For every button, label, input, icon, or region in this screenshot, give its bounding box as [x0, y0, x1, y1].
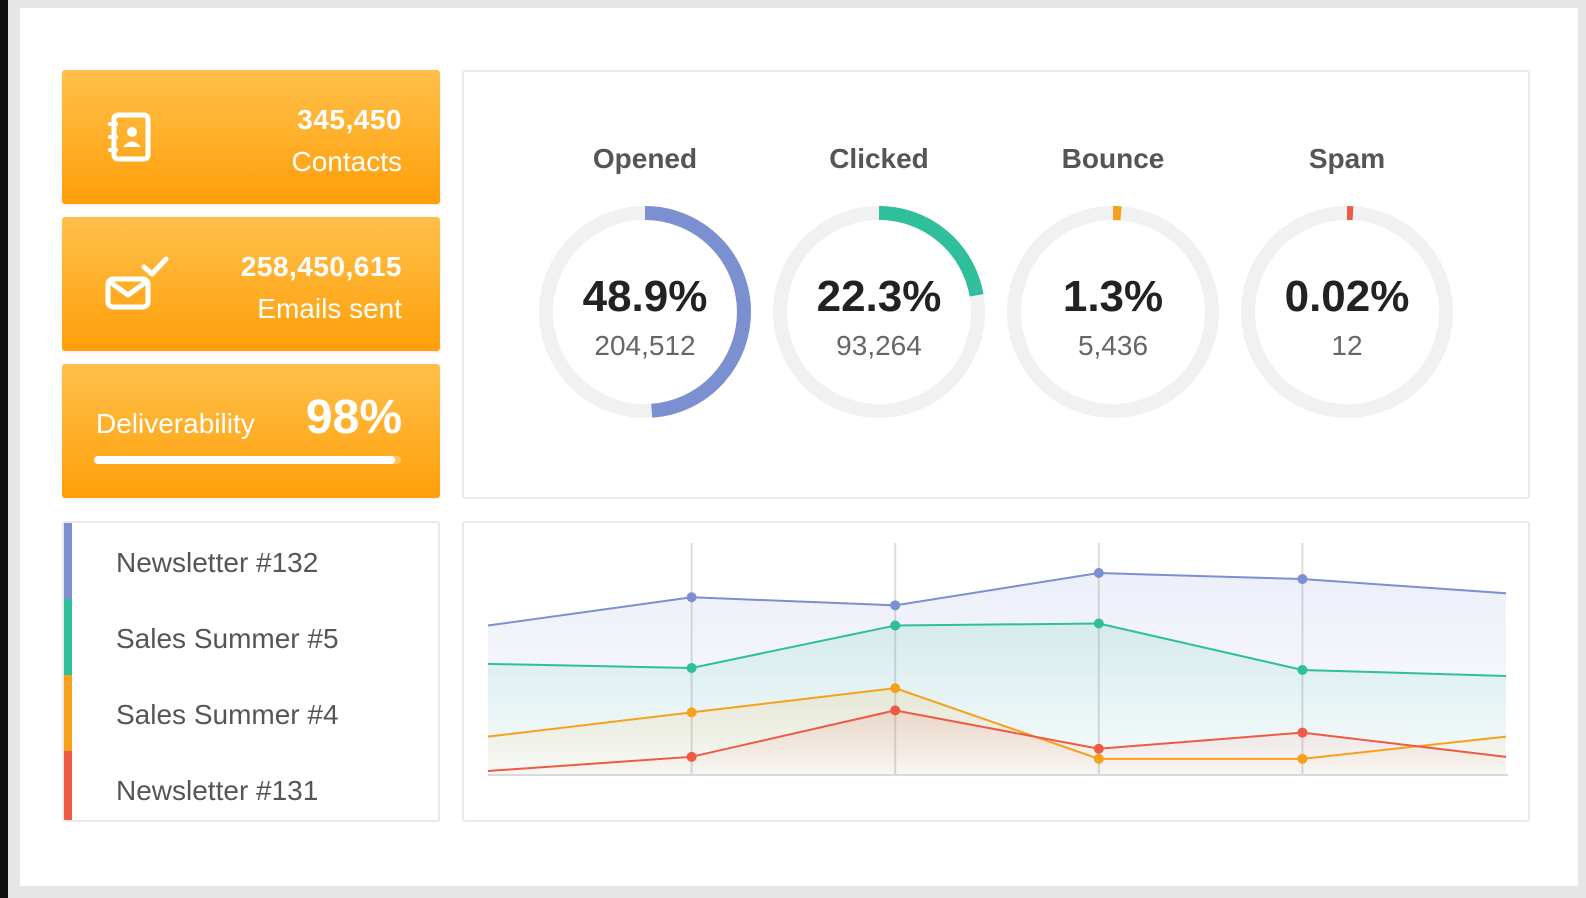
- gauge-title: Clicked: [829, 143, 929, 174]
- contacts-label: Contacts: [291, 146, 403, 177]
- contacts-count: 345,450: [297, 104, 402, 135]
- email-metrics-panel: [462, 70, 1530, 499]
- campaign-list-item[interactable]: Sales Summer #5: [64, 599, 438, 675]
- campaign-name: Sales Summer #4: [116, 699, 339, 730]
- data-point[interactable]: [1093, 618, 1104, 629]
- contacts-card[interactable]: 345,450 Contacts: [62, 70, 440, 204]
- address-book-icon: [108, 112, 151, 162]
- gauge-count: 93,264: [836, 330, 922, 361]
- gauge-ring: [1241, 206, 1453, 418]
- series-line-3: [487, 709, 1507, 772]
- data-point[interactable]: [686, 592, 697, 603]
- campaign-color-bar: [64, 523, 72, 599]
- data-point[interactable]: [686, 707, 697, 718]
- mail-sent-check-icon: [105, 256, 169, 310]
- gauge-spam[interactable]: Spam 0.02% 12: [1237, 142, 1457, 432]
- data-point[interactable]: [1093, 568, 1104, 578]
- gauge-title: Spam: [1308, 143, 1386, 174]
- deliverability-card[interactable]: Deliverability 98%: [62, 364, 440, 498]
- data-point[interactable]: [686, 751, 697, 762]
- gauge-arc: [773, 206, 985, 418]
- series-line-0: [487, 571, 1507, 627]
- data-point[interactable]: [1093, 743, 1104, 754]
- gauge-ring: [539, 206, 751, 418]
- campaign-area-chart[interactable]: [464, 523, 1528, 820]
- gauge-count: 204,512: [594, 330, 696, 361]
- data-point[interactable]: [1093, 753, 1104, 764]
- gauge-ring: [1007, 206, 1219, 418]
- emails-sent-card[interactable]: 258,450,615 Emails sent: [62, 217, 440, 351]
- gauge-clicked[interactable]: Clicked 22.3% 93,264: [769, 142, 989, 432]
- campaign-color-bar: [64, 675, 72, 751]
- gauge-percent: 22.3%: [816, 272, 942, 321]
- campaign-list-item[interactable]: Sales Summer #4: [64, 675, 438, 751]
- gauge-bounce[interactable]: Bounce 1.3% 5,436: [1003, 142, 1223, 432]
- campaign-name: Sales Summer #5: [116, 623, 339, 654]
- gauge-count: 5,436: [1077, 330, 1149, 361]
- campaign-color-bar: [64, 599, 72, 675]
- data-point[interactable]: [1297, 753, 1308, 764]
- emails-sent-label: Emails sent: [257, 293, 402, 324]
- campaign-name: Newsletter #131: [116, 775, 319, 806]
- data-point[interactable]: [1297, 664, 1308, 675]
- gauge-percent: 1.3%: [1062, 272, 1164, 321]
- data-point[interactable]: [686, 662, 697, 673]
- campaign-legend-panel: Newsletter #132 Sales Summer #5 Sales Summ…: [62, 521, 440, 822]
- data-point[interactable]: [1297, 574, 1308, 585]
- deliverability-label: Deliverability: [96, 408, 255, 439]
- series-line-2: [487, 687, 1507, 760]
- deliverability-progress-fill: [94, 456, 395, 464]
- data-point[interactable]: [890, 620, 901, 631]
- gauge-title: Bounce: [1061, 143, 1165, 174]
- gauge-ring: [773, 206, 985, 418]
- emails-sent-count: 258,450,615: [240, 251, 402, 282]
- data-point[interactable]: [1297, 727, 1308, 738]
- gauge-arc: [539, 206, 751, 418]
- series-line-1: [487, 622, 1507, 678]
- campaign-name: Newsletter #132: [116, 547, 319, 578]
- campaign-list-item[interactable]: Newsletter #132: [64, 523, 438, 599]
- gauge-count: 12: [1331, 330, 1363, 361]
- campaign-chart-panel: [462, 521, 1530, 822]
- data-point[interactable]: [890, 683, 901, 694]
- gauge-arc: [1241, 206, 1453, 418]
- gauge-opened[interactable]: Opened 48.9% 204,512: [535, 142, 755, 432]
- gauge-percent: 0.02%: [1284, 272, 1410, 321]
- campaign-color-bar: [64, 751, 72, 820]
- gauge-title: Opened: [592, 143, 698, 174]
- deliverability-value: 98%: [305, 391, 402, 444]
- data-point[interactable]: [890, 705, 901, 716]
- gauge-arc: [1007, 206, 1219, 418]
- campaign-list-item[interactable]: Newsletter #131: [64, 751, 438, 820]
- gauge-percent: 48.9%: [582, 272, 708, 321]
- data-point[interactable]: [890, 600, 901, 611]
- deliverability-progress-bar: [94, 456, 401, 464]
